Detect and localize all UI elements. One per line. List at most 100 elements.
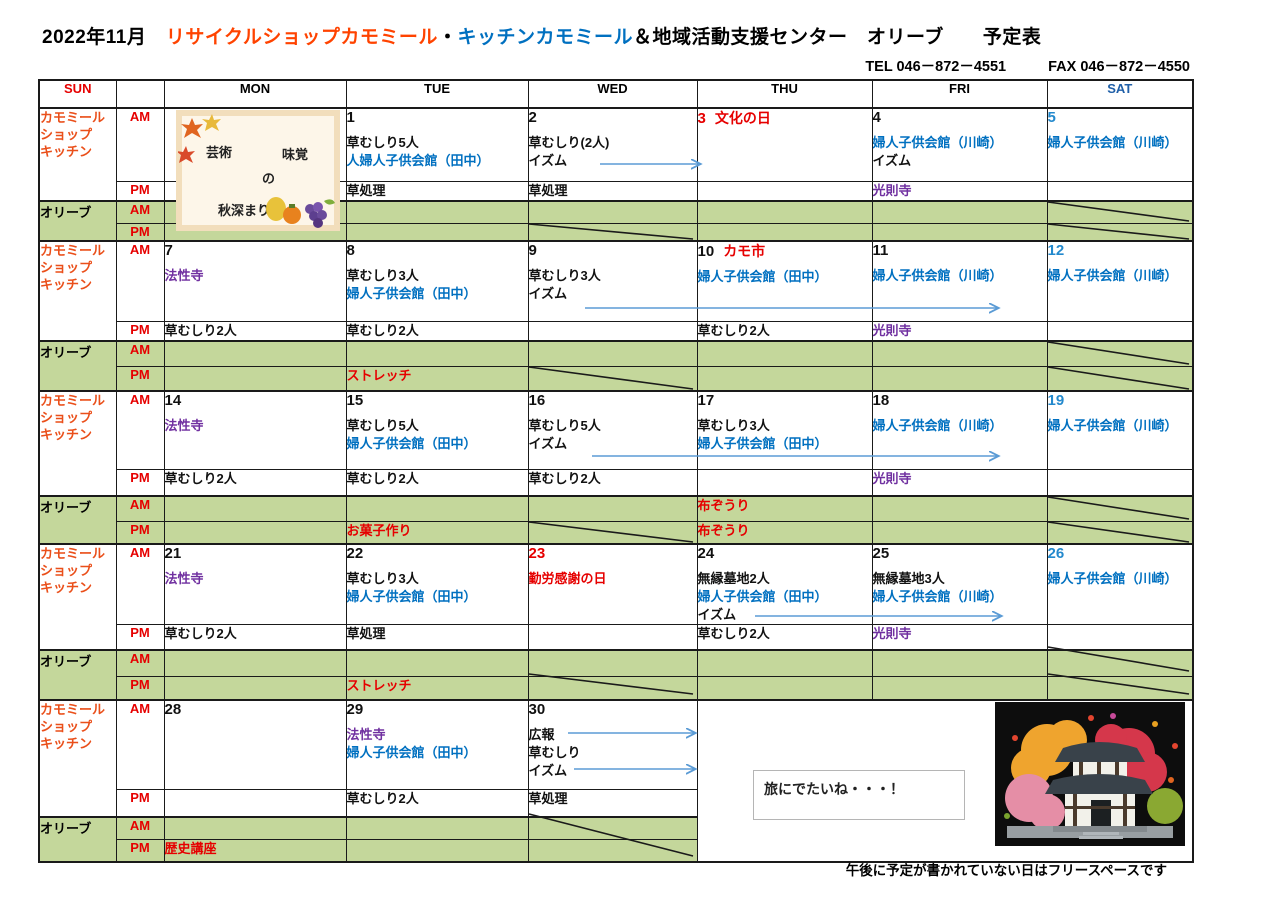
day-number: 8 xyxy=(346,242,355,259)
day-cell-21: 21 法性寺 xyxy=(163,543,347,625)
title-month: 2022年11月 xyxy=(42,27,147,48)
olive-cell xyxy=(871,676,1048,700)
pm-cell: 草むしり2人 xyxy=(345,320,529,342)
olive-cell xyxy=(871,200,1048,224)
holiday-label: 文化の日 xyxy=(714,110,771,126)
pm-cell: 草処理 xyxy=(345,624,529,650)
day-number: 21 xyxy=(164,545,182,562)
am-label: AM xyxy=(115,107,165,182)
event-line: イズム xyxy=(528,436,568,451)
pm-cell: 草むしり2人 xyxy=(345,789,529,817)
day-number: 18 xyxy=(872,392,890,409)
autumn-fruits-icon xyxy=(266,197,335,228)
olive-cell xyxy=(1046,365,1194,392)
olive-cell xyxy=(345,839,529,862)
event-line: 婦人子供会館（川崎） xyxy=(872,589,1003,604)
week3-olive-am-row: オリーブ AM 布ぞうり xyxy=(38,495,1194,545)
event-line: 婦人子供会館（川崎） xyxy=(872,135,1003,150)
event-line: 婦人子供会館（田中） xyxy=(697,269,828,284)
pm-cell: 草むしり2人 xyxy=(527,468,698,497)
olive-cell xyxy=(163,815,347,840)
week4-olive-am-row: オリーブ AM xyxy=(38,648,1194,700)
pm-label: PM xyxy=(115,468,165,497)
pm-cell: 草処理 xyxy=(345,180,529,202)
day-cell-14: 14 法性寺 xyxy=(163,390,347,470)
day-cell-16: 16 草むしり5人 イズム xyxy=(527,390,698,470)
day-cell-30: 30 広報 草むしり イズム xyxy=(527,698,698,790)
title-separator: ・ xyxy=(437,27,458,48)
day-number: 26 xyxy=(1047,545,1065,562)
event-line: 婦人子供会館（川崎） xyxy=(1047,571,1178,586)
pm-cell: 草むしり2人 xyxy=(696,624,873,650)
event-line: 婦人子供会館（川崎） xyxy=(1047,418,1178,433)
event-line: 光則寺 xyxy=(872,182,912,198)
event-line: 草むしり3人 xyxy=(346,571,419,586)
event-line: 草むしり2人 xyxy=(164,626,237,641)
pm-cell xyxy=(696,180,873,202)
event-line: ストレッチ xyxy=(346,678,412,693)
olive-cell xyxy=(1046,222,1194,242)
header-wed: WED xyxy=(527,79,698,109)
pm-label: PM xyxy=(115,222,165,242)
event-line: イズム xyxy=(528,286,568,301)
day-number: 12 xyxy=(1047,242,1065,259)
pm-cell xyxy=(1046,180,1194,202)
header-tue: TUE xyxy=(345,79,529,109)
pm-cell: 草むしり2人 xyxy=(163,624,347,650)
day-cell-17: 17 草むしり3人 婦人子供会館（田中） xyxy=(696,390,873,470)
olive-label: オリーブ xyxy=(38,815,117,862)
chamomile-label: カモミール ショップ キッチン xyxy=(38,698,117,817)
event-line: 婦人子供会館（田中） xyxy=(346,744,477,760)
pm-cell xyxy=(696,468,873,497)
day-number: 10 xyxy=(697,243,715,260)
day-cell-4: 4 婦人子供会館（川崎） イズム xyxy=(871,107,1048,182)
day-number: 15 xyxy=(346,392,364,409)
olive-cell: ストレッチ xyxy=(345,676,529,700)
day-number: 3 xyxy=(697,110,706,127)
event-line: 無縁墓地3人 xyxy=(872,571,945,586)
am-label: AM xyxy=(115,495,165,522)
event-line: 婦人子供会館（田中） xyxy=(346,436,477,451)
olive-cell xyxy=(527,839,698,862)
pm-cell xyxy=(527,320,698,342)
olive-label: オリーブ xyxy=(38,648,117,700)
olive-cell xyxy=(696,222,873,242)
header-sat: SAT xyxy=(1046,79,1194,109)
am-label: AM xyxy=(115,240,165,322)
olive-cell xyxy=(696,365,873,392)
day-cell-19: 19 婦人子供会館（川崎） xyxy=(1046,390,1194,470)
day-cell-12: 12 婦人子供会館（川崎） xyxy=(1046,240,1194,322)
olive-cell xyxy=(345,815,529,840)
day-cell-25: 25 無縁墓地3人 婦人子供会館（川崎） xyxy=(871,543,1048,625)
tel-number: TEL 046－872－4551 xyxy=(865,59,1007,75)
pm-cell: 草むしり2人 xyxy=(696,320,873,342)
pm-label: PM xyxy=(115,320,165,342)
am-label: AM xyxy=(115,390,165,470)
header-sun: SUN xyxy=(38,79,117,109)
day-number: 2 xyxy=(528,109,537,126)
olive-cell xyxy=(871,520,1048,545)
event-line: お菓子作り xyxy=(346,522,412,538)
event-line: 草むしり2人 xyxy=(164,470,237,486)
event-line: 人婦人子供会館（田中） xyxy=(346,153,490,168)
olive-cell xyxy=(163,676,347,700)
event-line: 広報 xyxy=(528,726,555,742)
olive-cell xyxy=(345,340,529,367)
olive-cell xyxy=(345,222,529,242)
pm-cell xyxy=(163,789,347,817)
autumn-art-box: 芸術 味覚 の 秋深まり・・ xyxy=(176,110,340,231)
olive-cell xyxy=(1046,648,1194,677)
pm-label: PM xyxy=(115,789,165,817)
autumn-leaves-icon xyxy=(178,114,221,163)
pm-cell xyxy=(527,624,698,650)
day-number: 4 xyxy=(872,109,881,126)
wish-note: 旅にでたいね・・・！ xyxy=(753,770,965,820)
event-line: 婦人子供会館（川崎） xyxy=(872,418,1003,433)
event-line: 草むしり2人 xyxy=(346,791,419,806)
event-line: 草むしり3人 xyxy=(346,268,419,283)
olive-cell xyxy=(696,648,873,677)
olive-cell xyxy=(871,648,1048,677)
pm-cell: 草処理 xyxy=(527,180,698,202)
event-line: 草処理 xyxy=(528,791,568,806)
chamomile-label: カモミール ショップ キッチン xyxy=(38,240,117,342)
